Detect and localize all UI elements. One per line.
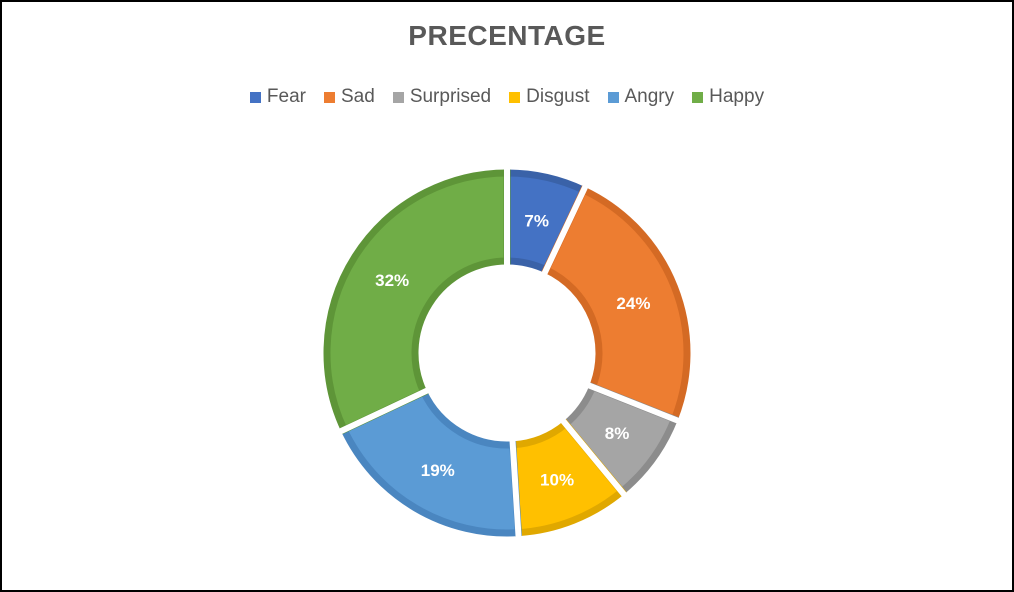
- legend-item-fear: Fear: [249, 86, 306, 108]
- legend-item-angry: Angry: [607, 86, 675, 108]
- data-label-fear: 7%: [524, 211, 549, 230]
- legend-label-happy: Happy: [709, 86, 765, 107]
- legend-item-sad: Sad: [324, 86, 375, 108]
- slice-separator: [541, 184, 589, 275]
- slice-separator: [509, 440, 522, 538]
- legend-item-disgust: Disgust: [509, 86, 590, 108]
- legend-label-disgust: Disgust: [526, 86, 590, 107]
- chart-title: PRECENTAGE: [408, 20, 606, 51]
- legend-label-surprised: Surprised: [409, 86, 492, 107]
- slice-happy: [323, 169, 511, 435]
- legend-item-surprised: Surprised: [392, 86, 492, 108]
- legend-swatch-sad: [324, 91, 335, 103]
- legend-swatch-angry: [607, 91, 619, 103]
- legend-swatch-surprised: [392, 91, 404, 103]
- legend-label-fear: Fear: [266, 86, 306, 107]
- data-label-happy: 32%: [375, 271, 409, 290]
- slice-sad: [541, 185, 691, 424]
- legend-swatch-happy: [692, 91, 704, 103]
- slice-separator: [587, 382, 681, 424]
- data-label-surprised: 8%: [605, 424, 630, 443]
- slice-angry: [339, 387, 523, 537]
- legend-swatch-disgust: [509, 91, 521, 103]
- data-label-sad: 24%: [616, 294, 650, 313]
- legend-item-happy: Happy: [692, 86, 764, 108]
- chart-legend: Fear Sad Surprised Disgust Angry Happy: [2, 86, 1012, 108]
- data-label-disgust: 10%: [540, 470, 574, 489]
- slice-separator: [338, 387, 429, 435]
- legend-label-angry: Angry: [624, 86, 675, 107]
- legend-label-sad: Sad: [341, 86, 375, 107]
- slice-separator: [560, 418, 628, 498]
- data-label-angry: 19%: [421, 461, 455, 480]
- legend-swatch-fear: [249, 91, 261, 103]
